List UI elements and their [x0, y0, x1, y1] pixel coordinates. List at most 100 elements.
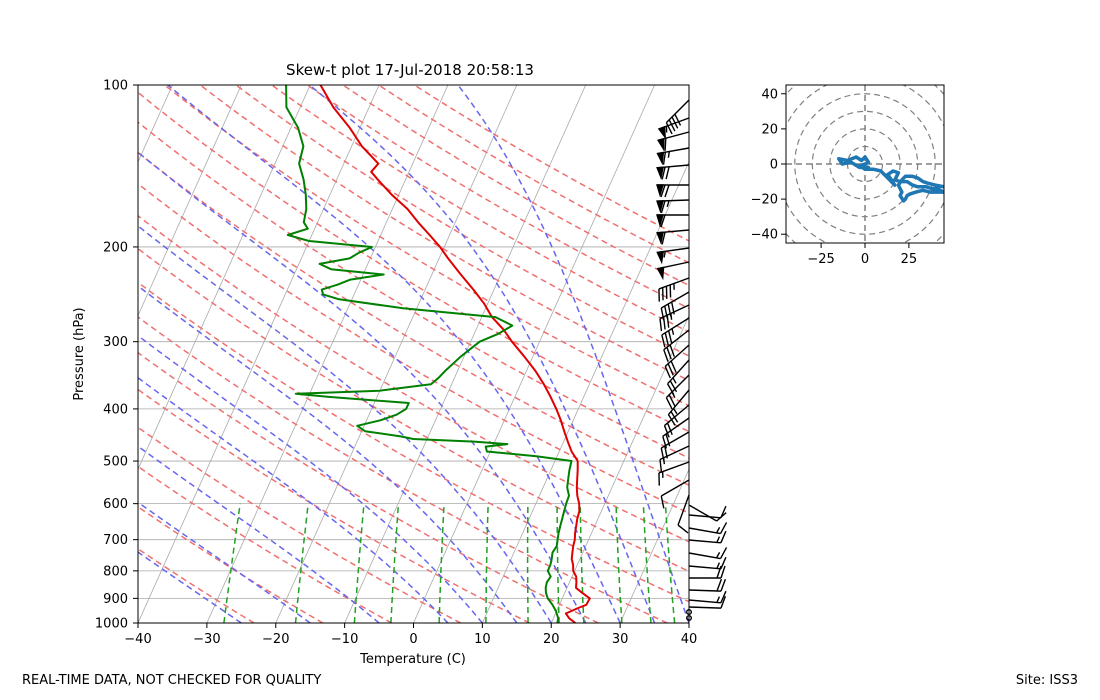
mixing-ratio-line: [642, 503, 652, 623]
isotherm-line: [275, 85, 518, 623]
y-axis-label: Pressure (hPa): [72, 307, 87, 400]
wind-barb: [686, 609, 692, 615]
dry-adiabat-line: [138, 247, 689, 573]
mixing-ratio-line: [556, 503, 560, 623]
x-tick-label: −30: [193, 632, 220, 647]
dry-adiabat-line: [235, 85, 689, 357]
isotherm-line: [138, 85, 311, 471]
wind-barb: [659, 445, 690, 473]
x-tick-label: −20: [262, 632, 289, 647]
wind-barb: [688, 530, 727, 544]
y-tick-label: 700: [103, 533, 128, 548]
wind-barb: [688, 505, 727, 519]
wind-barb: [657, 117, 690, 140]
skewt-plot-area: −40 −30 −20 −10 0 10 20 30 401002003004005006007…: [0, 61, 698, 667]
isotherm-line: [206, 85, 449, 623]
isotherm-line: [0, 85, 104, 623]
moist-adiabat-line: [138, 445, 380, 623]
isotherm-line: [413, 85, 655, 623]
wind-barb: [658, 461, 690, 486]
dry-adiabat-line: [138, 506, 324, 623]
hodograph-y-tick-label: −20: [751, 193, 778, 208]
dry-adiabat-line: [138, 465, 393, 623]
hodograph-x-tick-label: 25: [901, 252, 918, 267]
moist-adiabat-line: [167, 85, 621, 623]
wind-barb: [662, 417, 690, 449]
wind-barb: [656, 214, 689, 228]
wind-barb: [658, 277, 690, 302]
y-tick-label: 400: [103, 402, 128, 417]
wind-barb: [686, 615, 692, 621]
x-tick-label: 30: [612, 632, 629, 647]
wind-barb: [660, 479, 690, 509]
mixing-ratio-line: [294, 503, 309, 623]
wind-barb: [665, 99, 690, 135]
x-tick-label: 20: [543, 632, 560, 647]
wind-barb: [688, 547, 728, 560]
wind-barb: [689, 565, 726, 579]
dry-adiabat-line: [138, 281, 689, 603]
mixing-ratio-line: [664, 503, 676, 623]
wind-barb: [656, 199, 690, 214]
mixing-ratio-line: [353, 503, 365, 623]
dry-adiabat-line: [138, 121, 689, 459]
dewpoint-profile-line: [285, 85, 573, 623]
moist-adiabat-line: [138, 151, 587, 623]
moist-adiabat-line: [309, 85, 656, 623]
dry-adiabat-line: [306, 85, 689, 310]
wind-barb: [688, 590, 727, 604]
wind-barb: [656, 261, 690, 281]
wind-barbs: [656, 99, 728, 621]
isotherm-line: [619, 468, 689, 623]
mixing-ratio-line: [526, 503, 529, 623]
wind-barb: [688, 504, 727, 522]
dry-adiabat-line: [413, 85, 689, 242]
wind-barb: [656, 184, 689, 198]
x-tick-label: 40: [681, 632, 698, 647]
x-tick-label: −40: [124, 632, 151, 647]
hodograph-x-tick-label: −25: [807, 252, 834, 267]
x-tick-label: −10: [331, 632, 358, 647]
hodograph-y-tick-label: 20: [761, 122, 778, 137]
dry-adiabat-line: [138, 91, 689, 433]
mixing-ratio-line: [223, 503, 241, 623]
x-tick-label: 10: [474, 632, 491, 647]
wind-barb: [664, 344, 690, 379]
wind-barb: [656, 147, 690, 166]
wind-barb: [688, 578, 727, 592]
hodograph-y-tick-label: −40: [751, 228, 778, 243]
y-tick-label: 900: [103, 592, 128, 607]
y-tick-label: 500: [103, 455, 128, 470]
dry-adiabat-line: [138, 316, 668, 623]
chart-title: Skew-t plot 17-Jul-2018 20:58:13: [286, 61, 534, 79]
dry-adiabat-line: [138, 151, 689, 487]
x-tick-label: 0: [409, 632, 417, 647]
wind-barb: [656, 229, 690, 245]
isotherm-line: [0, 85, 35, 623]
mixing-ratio-line: [390, 503, 400, 623]
wind-barb: [677, 494, 690, 534]
dry-adiabat-line: [138, 547, 255, 623]
moist-adiabat-line: [457, 85, 689, 623]
hodograph-y-tick-label: 40: [761, 87, 778, 102]
quality-disclaimer: REAL-TIME DATA, NOT CHECKED FOR QUALITY: [22, 673, 322, 688]
wind-barb: [659, 304, 690, 332]
temperature-profile-line: [319, 85, 591, 623]
y-tick-label: 300: [103, 335, 128, 350]
hodograph-plot-area: −25 0 25 40 20 0 −20 −40: [751, 84, 945, 267]
isotherm-line: [688, 622, 689, 623]
wind-barb: [688, 596, 727, 609]
x-axis-label: Temperature (C): [359, 652, 466, 667]
dry-adiabat-line: [138, 182, 689, 514]
dry-adiabat-line: [164, 85, 689, 407]
dry-adiabat-line: [138, 426, 462, 623]
wind-barb: [663, 329, 690, 362]
wind-barb: [665, 374, 690, 410]
wind-barb: [666, 359, 690, 396]
moist-adiabat-line: [138, 376, 449, 623]
wind-barb: [656, 247, 690, 265]
y-tick-label: 200: [103, 240, 128, 255]
hodograph-trace: [836, 155, 944, 203]
mixing-ratio-line: [579, 503, 585, 623]
